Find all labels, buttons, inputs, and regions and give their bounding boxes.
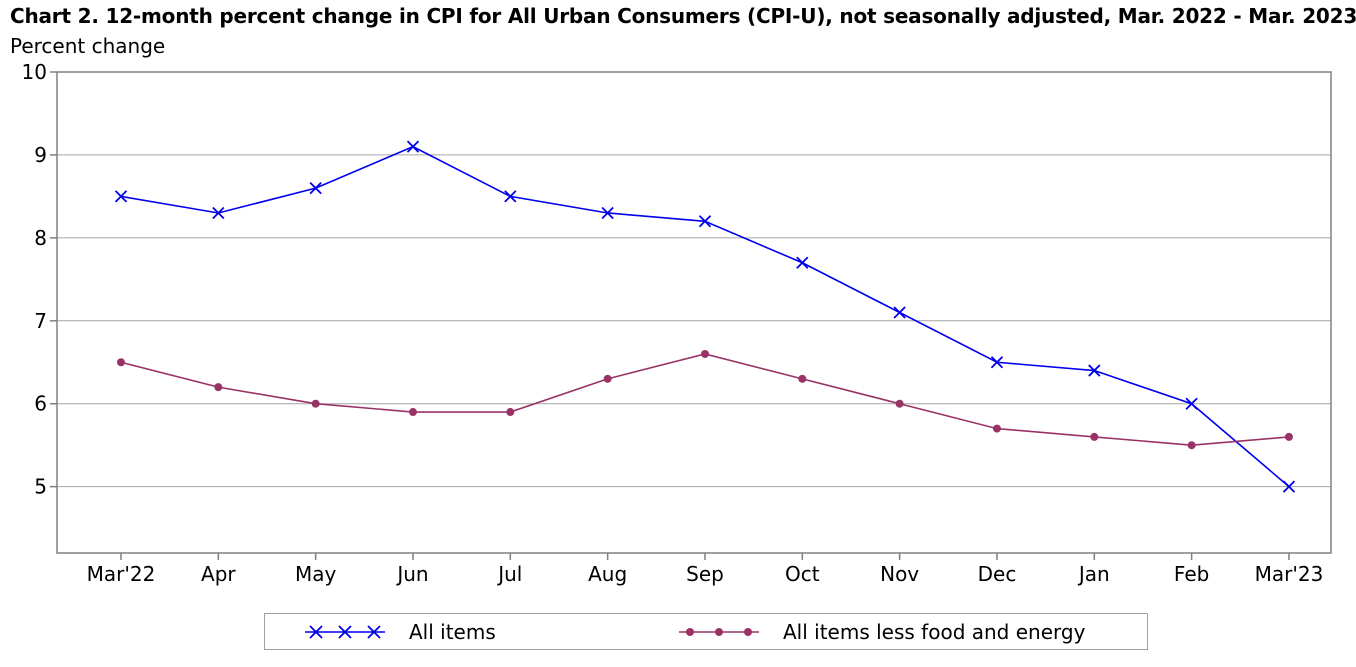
y-tick-label: 10	[22, 60, 47, 84]
data-point-all-items	[309, 181, 322, 195]
x-tick-label: Jul	[496, 562, 522, 586]
y-tick-label: 7	[34, 309, 47, 333]
data-point-core	[700, 349, 709, 358]
x-tick-label: Sep	[686, 562, 724, 586]
series-line-all-items	[120, 145, 1290, 488]
series-line-core	[120, 353, 1290, 446]
data-point-core	[214, 383, 223, 392]
data-point-all-items	[1185, 397, 1198, 410]
data-point-core	[603, 374, 612, 383]
legend-label-all-items: All items	[409, 619, 496, 644]
data-point-core	[311, 399, 320, 408]
x-tick-label: Mar'23	[1255, 562, 1324, 586]
y-tick-label: 6	[34, 392, 47, 416]
data-point-all-items	[406, 140, 420, 153]
y-tick-label: 5	[34, 475, 47, 499]
x-tick-label: Mar'22	[87, 562, 156, 586]
data-point-core	[1187, 441, 1196, 450]
legend-swatch-core	[679, 627, 759, 636]
legend: All items All items less food and energy	[264, 613, 1148, 650]
data-point-all-items	[1088, 364, 1101, 377]
data-point-all-items	[893, 306, 906, 319]
x-tick-label: Jan	[1077, 562, 1110, 586]
x-tick-label: Oct	[785, 562, 820, 586]
data-point-all-items	[796, 256, 809, 269]
data-point-all-items	[212, 206, 225, 220]
x-tick-label: Nov	[880, 562, 919, 586]
data-point-all-items	[1282, 480, 1296, 493]
data-point-core	[1090, 432, 1099, 441]
data-point-all-items	[504, 190, 517, 203]
x-tick-label: Jun	[395, 562, 428, 586]
legend-item-all-items: All items	[305, 614, 496, 649]
x-tick-label: May	[295, 562, 337, 586]
legend-item-core: All items less food and energy	[679, 614, 1085, 649]
gridlines	[57, 154, 1331, 488]
plot-frame	[56, 71, 1332, 554]
y-axis-label: Percent change	[10, 34, 166, 58]
axes: 5 6 7 8 9 10 Mar'22 Apr May Jun Jul Aug Sep Oct Nov Dec…	[22, 60, 1332, 586]
legend-swatch-all-items	[305, 624, 385, 639]
series-layer	[114, 140, 1296, 493]
legend-label-core: All items less food and energy	[783, 619, 1086, 644]
x-tick-label: Dec	[978, 562, 1017, 586]
data-point-all-items	[114, 190, 128, 203]
x-tick-label: Aug	[588, 562, 627, 586]
data-point-all-items	[601, 206, 614, 220]
x-tick-label: Apr	[201, 562, 236, 586]
chart-title: Chart 2. 12-month percent change in CPI …	[10, 4, 1356, 28]
y-tick-label: 9	[34, 143, 47, 167]
data-point-core	[992, 424, 1001, 433]
data-point-all-items	[698, 215, 712, 228]
y-tick-label: 8	[34, 226, 47, 250]
data-point-core	[408, 408, 417, 417]
data-point-core	[117, 358, 125, 367]
data-point-all-items	[990, 356, 1004, 369]
data-point-core	[895, 399, 904, 408]
x-tick-label: Feb	[1174, 562, 1209, 586]
data-point-core	[506, 408, 515, 417]
data-point-core	[1284, 432, 1293, 441]
data-point-core	[798, 374, 807, 383]
